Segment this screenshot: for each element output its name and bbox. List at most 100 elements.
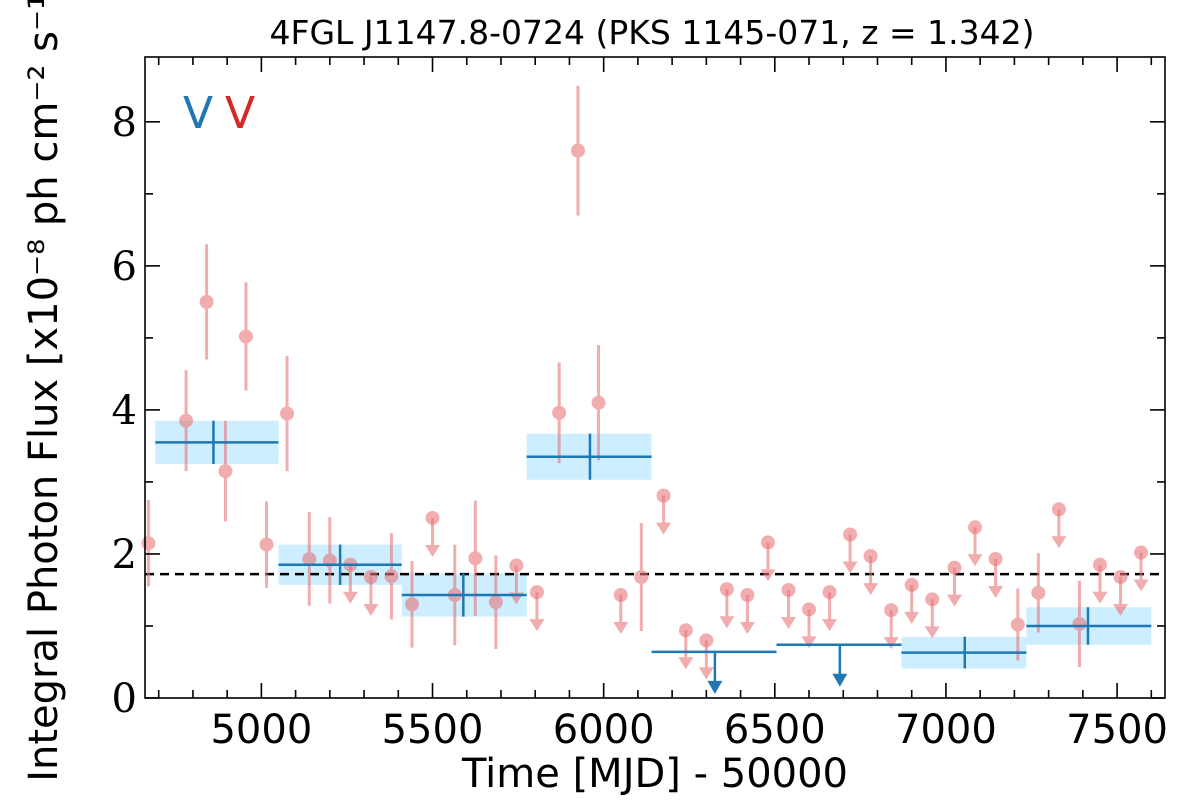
monthly-point-11: [404, 561, 419, 648]
monthly-point-marker: [404, 597, 419, 612]
monthly-point-marker: [179, 413, 194, 428]
yearly-upper-limit-arrow-head: [707, 680, 723, 694]
yearly-point-2: [278, 544, 402, 585]
monthly-upper-limit-marker: [719, 582, 734, 597]
monthly-upper-limit-9: [698, 633, 714, 680]
monthly-point-marker: [384, 569, 399, 584]
monthly-point-marker: [259, 537, 274, 552]
monthly-upper-limit-arrow-head: [613, 622, 629, 635]
monthly-upper-limit-11: [739, 588, 755, 635]
monthly-upper-limit-16: [842, 527, 858, 574]
monthly-upper-limit-arrow-head: [1113, 604, 1129, 617]
monthly-upper-limit-marker: [529, 585, 544, 600]
marker-letter-1: V: [183, 88, 213, 139]
monthly-upper-limit-17: [863, 549, 879, 596]
monthly-upper-limit-14: [801, 602, 817, 649]
monthly-upper-limit-6: [613, 588, 629, 635]
x-axis-title: Time [MJD] - 50000: [461, 751, 848, 797]
monthly-upper-limit-marker: [904, 577, 919, 592]
monthly-upper-limit-marker: [740, 588, 755, 603]
monthly-upper-limit-marker: [781, 582, 796, 597]
monthly-upper-limit-arrow-head: [342, 591, 358, 604]
monthly-point-14: [488, 555, 503, 650]
monthly-point-5: [238, 282, 253, 391]
monthly-point-marker: [218, 464, 233, 479]
monthly-upper-limit-arrow-head: [988, 585, 1004, 598]
monthly-upper-limit-3: [425, 510, 441, 557]
marker-letter-2: V: [225, 88, 255, 139]
yearly-point-1: [155, 420, 279, 464]
monthly-upper-limit-23: [988, 551, 1004, 598]
monthly-upper-limit-5: [529, 585, 545, 632]
monthly-upper-limit-marker: [968, 520, 983, 535]
monthly-upper-limit-arrow-head: [719, 616, 735, 629]
ticks: [145, 57, 1165, 699]
monthly-upper-limit-marker: [1134, 545, 1149, 560]
monthly-upper-limit-marker: [1113, 570, 1128, 585]
monthly-upper-limit-marker: [760, 535, 775, 550]
x-tick-label: 5000: [210, 707, 312, 753]
monthly-upper-limit-arrow-head: [678, 657, 694, 670]
monthly-upper-limit-arrow-head: [425, 544, 441, 557]
monthly-upper-limit-marker: [425, 510, 440, 525]
monthly-upper-limit-marker: [509, 558, 524, 573]
monthly-point-19: [1010, 588, 1025, 661]
monthly-point-7: [280, 355, 295, 472]
monthly-upper-limit-21: [946, 560, 962, 607]
monthly-upper-limit-arrow-head: [904, 611, 920, 624]
monthly-upper-limit-marker: [884, 603, 899, 618]
monthly-point-marker: [488, 595, 503, 610]
monthly-upper-limit-arrow-head: [1092, 591, 1108, 604]
monthly-point-marker: [141, 536, 156, 551]
y-tick-label: 4: [112, 388, 137, 434]
monthly-upper-limit-24: [1051, 502, 1067, 549]
yearly-upper-limit-1: [651, 650, 777, 694]
y-tick-label: 6: [112, 244, 137, 290]
monthly-upper-limit-10: [719, 582, 735, 629]
monthly-upper-limit-arrow-head: [924, 626, 940, 639]
monthly-upper-limit-marker: [863, 549, 878, 564]
monthly-upper-limit-marker: [822, 585, 837, 600]
monthly-point-3: [199, 244, 214, 360]
monthly-upper-limit-marker: [1092, 557, 1107, 572]
monthly-upper-limit-arrow-head: [946, 594, 962, 607]
monthly-upper-limit-18: [883, 603, 899, 650]
monthly-point-marker: [570, 143, 585, 158]
monthly-upper-limit-marker: [1051, 502, 1066, 517]
monthly-upper-limit-marker: [656, 488, 671, 503]
monthly-upper-limit-marker: [947, 560, 962, 575]
monthly-point-marker: [634, 570, 649, 585]
monthly-upper-limit-7: [656, 488, 672, 535]
monthly-upper-limit-marker: [925, 592, 940, 607]
monthly-point-10: [384, 533, 399, 620]
monthly-upper-limit-arrow-head: [1133, 579, 1149, 592]
monthly-upper-limit-marker: [678, 623, 693, 638]
monthly-point-16: [570, 85, 585, 216]
monthly-point-marker: [199, 294, 214, 309]
chart-title: 4FGL J1147.8-0724 (PKS 1145-071, z = 1.3…: [269, 13, 1034, 52]
monthly-upper-limit-arrow-head: [698, 667, 714, 680]
monthly-point-marker: [238, 329, 253, 344]
monthly-upper-limit-arrow-head: [883, 637, 899, 650]
monthly-point-20: [1031, 553, 1046, 633]
monthly-upper-limit-marker: [802, 602, 817, 617]
monthly-upper-limit-26: [1113, 570, 1129, 617]
monthly-point-18: [634, 522, 649, 632]
monthly-point-marker: [1072, 616, 1087, 631]
monthly-upper-limit-arrow-head: [529, 619, 545, 632]
monthly-upper-limit-19: [904, 577, 920, 624]
monthly-upper-limit-27: [1133, 545, 1149, 592]
plot-frame: [144, 56, 1166, 699]
y-tick-label: 0: [112, 676, 137, 722]
monthly-upper-limit-arrow-head: [656, 522, 672, 535]
monthly-upper-limit-2: [363, 570, 379, 617]
monthly-upper-limit-arrow-head: [780, 616, 796, 629]
y-axis-title: Integral Photon Flux [x10⁻⁸ ph cm⁻² s⁻¹]: [21, 0, 67, 782]
yearly-upper-limit-arrow-head: [832, 673, 848, 687]
monthly-point-marker: [280, 406, 295, 421]
monthly-upper-limit-12: [760, 535, 776, 582]
monthly-point-marker: [552, 405, 567, 420]
monthly-point-6: [259, 501, 274, 588]
monthly-upper-limit-arrow-head: [967, 554, 983, 567]
monthly-upper-limit-22: [967, 520, 983, 567]
